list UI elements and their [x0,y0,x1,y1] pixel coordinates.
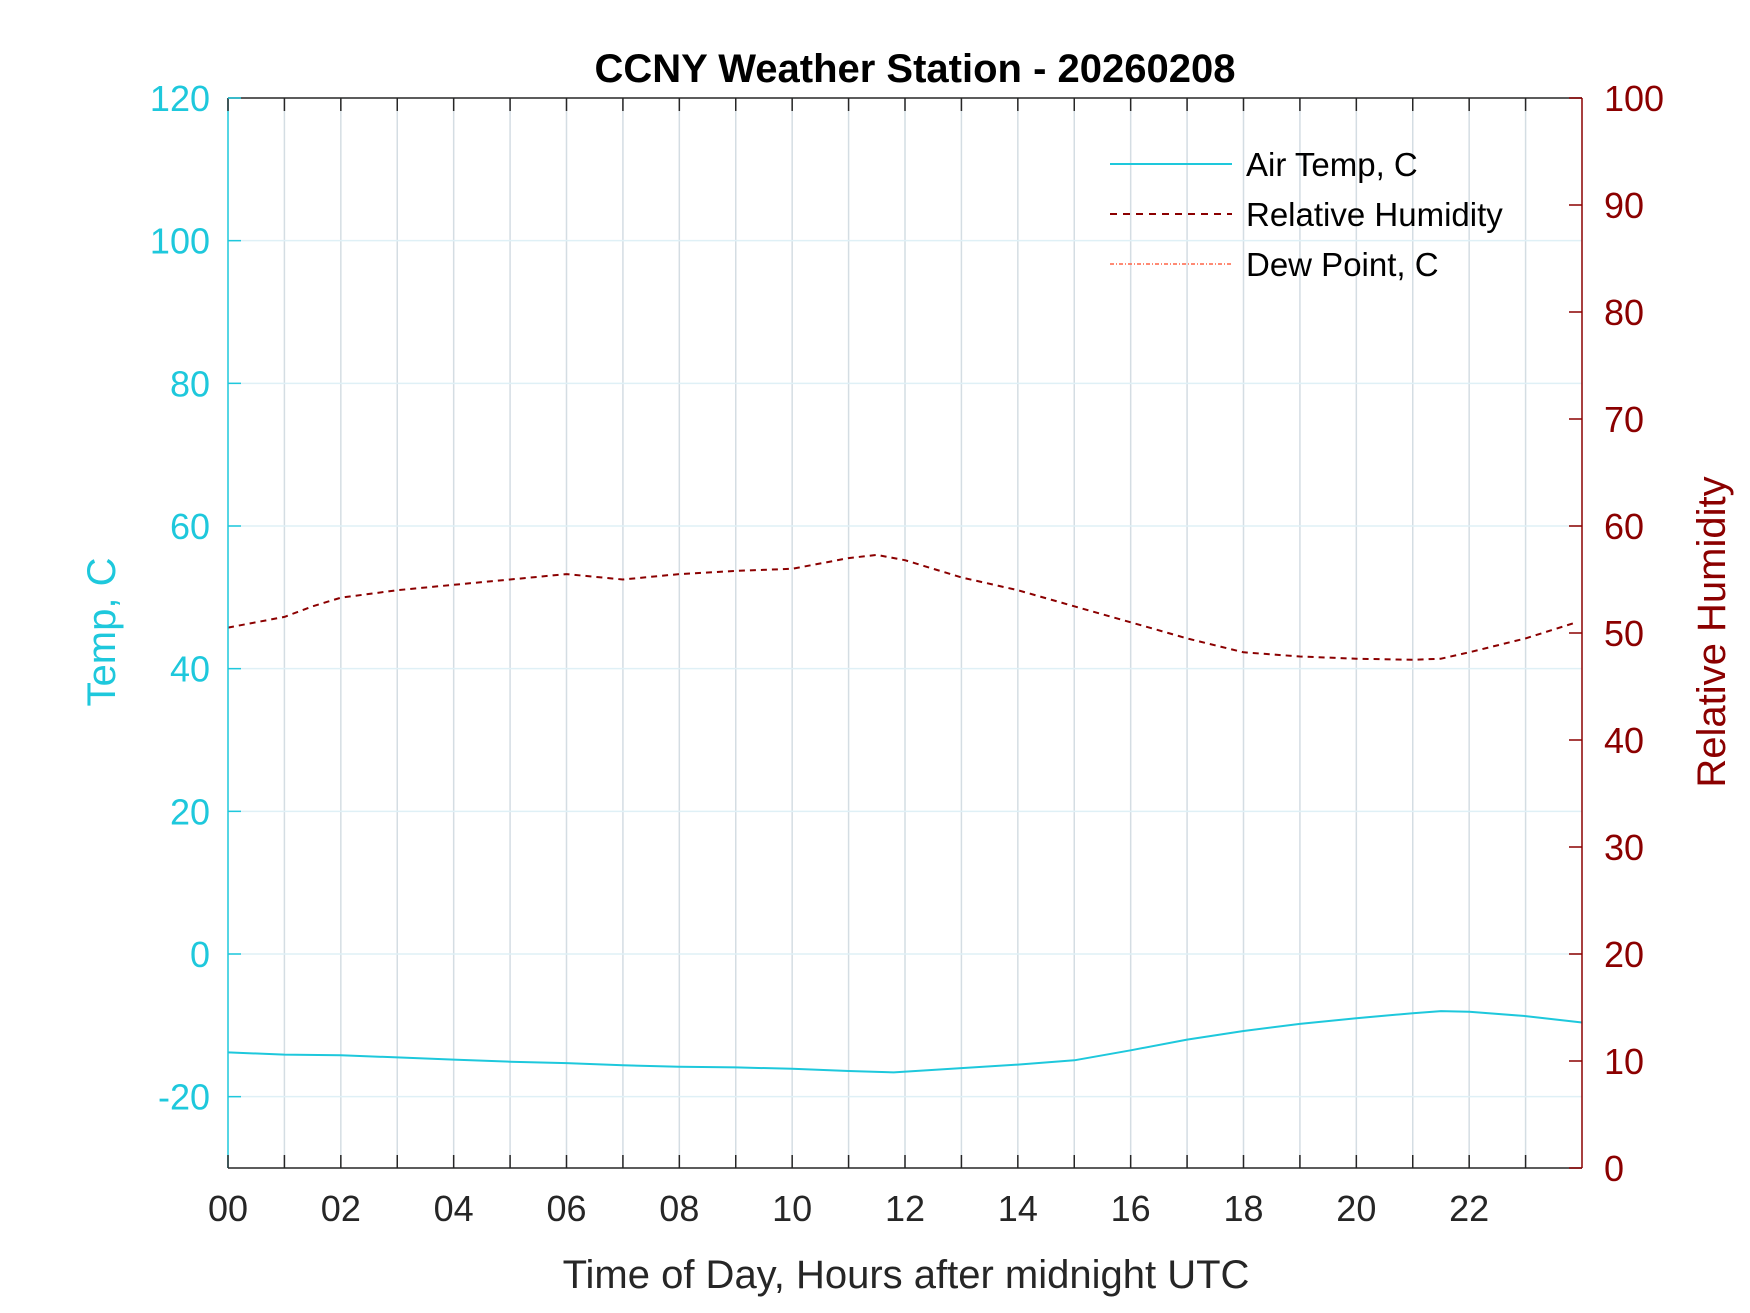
y-right-tick-label: 80 [1604,292,1644,333]
legend-label-dew-point: Dew Point, C [1246,246,1439,283]
y-right-tick-label: 0 [1604,1148,1624,1189]
y-right-tick-label: 60 [1604,506,1644,547]
y-right-tick-label: 30 [1604,827,1644,868]
x-tick-label: 20 [1336,1188,1376,1229]
series-line-relative-humidity [227,553,1577,661]
x-tick-label: 18 [1223,1188,1263,1229]
x-tick-label: 14 [998,1188,1038,1229]
legend-label-relative-humidity: Relative Humidity [1246,196,1503,233]
y-left-tick-label: 100 [150,221,210,262]
y-left-tick-label: 60 [170,506,210,547]
y-right-tick-label: 50 [1604,613,1644,654]
y-axis-right-label: Relative Humidity [1690,476,1734,787]
x-axis-label: Time of Day, Hours after midnight UTC [563,1253,1250,1297]
legend-label-air-temp: Air Temp, C [1246,146,1418,183]
y-left-tick-label: 20 [170,791,210,832]
series-line-air-temp-c [227,1010,1583,1074]
y-left-tick-label: 80 [170,363,210,404]
axes-layer: 00 02 04 06 08 10 12 14 16 18 20 22120100806040200-… [150,78,1664,1229]
x-tick-label: 16 [1111,1188,1151,1229]
y-left-tick-label: 40 [170,649,210,690]
grid-layer [228,98,1582,1168]
y-left-tick-label: 120 [150,78,210,119]
chart-title: CCNY Weather Station - 20260208 [595,47,1236,91]
x-tick-label: 02 [321,1188,361,1229]
y-left-tick-label: 0 [190,934,210,975]
x-tick-label: 06 [546,1188,586,1229]
y-right-tick-label: 90 [1604,185,1644,226]
x-tick-label: 04 [434,1188,474,1229]
legend: Air Temp, C Relative Humidity Dew Point,… [1110,146,1503,283]
x-tick-label: 00 [208,1188,248,1229]
x-tick-label: 10 [772,1188,812,1229]
y-right-tick-label: 100 [1604,78,1664,119]
y-right-tick-label: 40 [1604,720,1644,761]
y-left-tick-label: -20 [158,1077,210,1118]
y-right-tick-label: 10 [1604,1041,1644,1082]
y-right-tick-label: 70 [1604,399,1644,440]
x-tick-label: 12 [885,1188,925,1229]
x-tick-label: 22 [1449,1188,1489,1229]
x-tick-label: 08 [659,1188,699,1229]
series-layer [227,553,1583,1074]
y-axis-left-label: Temp, C [80,558,124,707]
y-right-tick-label: 20 [1604,934,1644,975]
